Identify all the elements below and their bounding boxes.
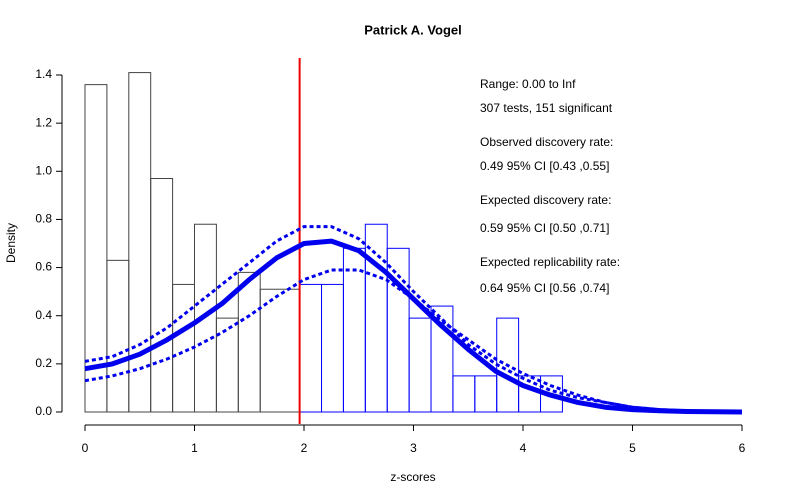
annotation: 307 tests, 151 significant [480, 101, 613, 115]
y-tick-label: 0.8 [35, 212, 52, 226]
annotation: Expected replicability rate: [480, 255, 620, 269]
y-tick-label: 0.4 [35, 308, 52, 322]
annotation: Range: 0.00 to Inf [480, 77, 576, 91]
histogram-bar [84, 84, 108, 413]
y-tick-label: 1.4 [35, 67, 52, 81]
y-tick-label: 0.0 [35, 404, 52, 418]
y-tick-label: 0.6 [35, 260, 52, 274]
y-axis-label: Density [4, 223, 18, 263]
annotation: 0.64 95% CI [0.56 ,0.74] [480, 281, 609, 295]
annotation: Observed discovery rate: [480, 135, 613, 149]
x-tick-label: 1 [191, 441, 198, 455]
x-tick-label: 6 [739, 441, 746, 455]
x-tick-label: 0 [82, 441, 89, 455]
y-tick-label: 0.2 [35, 356, 52, 370]
y-tick-label: 1.0 [35, 163, 52, 177]
density-curve-estimate [84, 238, 743, 415]
x-tick-label: 4 [520, 441, 527, 455]
x-tick-label: 3 [410, 441, 417, 455]
x-tick-label: 2 [301, 441, 308, 455]
x-axis-label: z-scores [390, 470, 435, 484]
histogram-bar [430, 305, 454, 413]
annotation: 0.49 95% CI [0.43 ,0.55] [480, 159, 609, 173]
annotation: Expected discovery rate: [480, 193, 611, 207]
density-curve-upper [84, 225, 743, 414]
y-tick-label: 1.2 [35, 115, 52, 129]
x-tick-label: 5 [629, 441, 636, 455]
annotation: 0.59 95% CI [0.50 ,0.71] [480, 221, 609, 235]
chart-title: Patrick A. Vogel [364, 22, 462, 37]
